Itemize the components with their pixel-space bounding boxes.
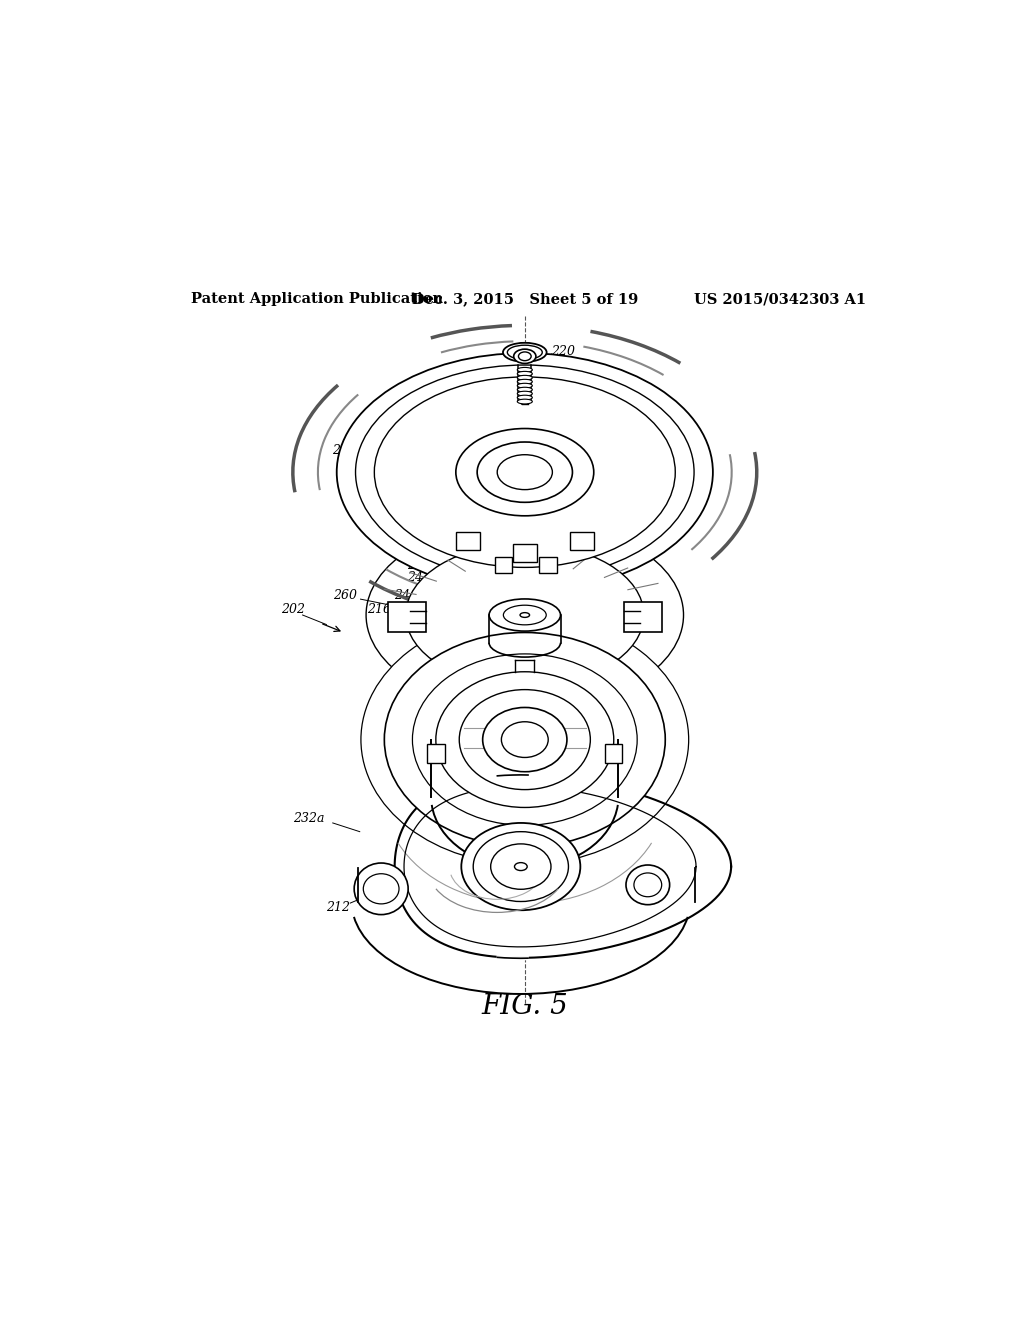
Ellipse shape xyxy=(489,599,560,631)
Ellipse shape xyxy=(384,632,666,846)
Text: 242: 242 xyxy=(592,614,616,627)
Text: US 2015/0342303 A1: US 2015/0342303 A1 xyxy=(694,292,866,306)
Ellipse shape xyxy=(355,366,694,579)
Bar xyxy=(495,557,512,573)
Ellipse shape xyxy=(461,822,581,911)
Ellipse shape xyxy=(413,653,637,825)
Polygon shape xyxy=(394,775,731,958)
Ellipse shape xyxy=(375,378,675,568)
Ellipse shape xyxy=(431,668,618,810)
Ellipse shape xyxy=(517,375,532,380)
Ellipse shape xyxy=(502,722,548,758)
Text: 248': 248' xyxy=(583,561,610,574)
Bar xyxy=(605,743,623,763)
Text: 246': 246' xyxy=(547,639,574,652)
Ellipse shape xyxy=(626,865,670,904)
Text: 260: 260 xyxy=(334,589,357,602)
Bar xyxy=(427,743,444,763)
Text: Patent Application Publication: Patent Application Publication xyxy=(191,292,443,306)
Ellipse shape xyxy=(456,429,594,516)
Ellipse shape xyxy=(436,672,613,808)
Ellipse shape xyxy=(364,874,399,904)
Text: Dec. 3, 2015   Sheet 5 of 19: Dec. 3, 2015 Sheet 5 of 19 xyxy=(412,292,638,306)
Text: 244: 244 xyxy=(394,589,418,602)
Ellipse shape xyxy=(518,352,531,360)
Ellipse shape xyxy=(517,391,532,396)
Ellipse shape xyxy=(517,387,532,392)
Ellipse shape xyxy=(514,350,536,363)
Ellipse shape xyxy=(473,832,568,902)
Ellipse shape xyxy=(520,612,529,618)
Ellipse shape xyxy=(426,556,624,675)
Ellipse shape xyxy=(459,689,591,789)
Bar xyxy=(513,544,537,562)
Ellipse shape xyxy=(517,371,532,376)
Ellipse shape xyxy=(399,393,650,552)
Text: 218: 218 xyxy=(332,445,356,457)
Text: 232b: 232b xyxy=(429,801,462,814)
Text: 222: 222 xyxy=(603,801,628,814)
Text: 244: 244 xyxy=(400,507,424,520)
Text: 216: 216 xyxy=(367,603,391,616)
Text: 248: 248 xyxy=(556,603,581,616)
Ellipse shape xyxy=(503,343,547,362)
Ellipse shape xyxy=(406,544,644,686)
Ellipse shape xyxy=(354,863,409,915)
Bar xyxy=(456,532,479,550)
Ellipse shape xyxy=(498,454,552,490)
Ellipse shape xyxy=(482,708,567,772)
Bar xyxy=(387,602,426,632)
Text: 214: 214 xyxy=(390,748,414,762)
Ellipse shape xyxy=(504,605,546,624)
Text: FIG. 5: FIG. 5 xyxy=(481,993,568,1020)
Ellipse shape xyxy=(360,615,689,865)
Text: 244: 244 xyxy=(408,421,432,433)
Text: 244: 244 xyxy=(608,507,632,520)
Text: 260: 260 xyxy=(585,626,608,639)
Bar xyxy=(570,532,594,550)
Ellipse shape xyxy=(507,346,543,359)
Ellipse shape xyxy=(517,399,532,404)
Ellipse shape xyxy=(517,367,532,372)
Ellipse shape xyxy=(366,520,684,710)
Ellipse shape xyxy=(514,862,527,871)
Ellipse shape xyxy=(634,873,662,896)
Text: 260: 260 xyxy=(408,560,431,573)
Text: 202: 202 xyxy=(281,603,305,616)
Text: 242: 242 xyxy=(408,572,431,585)
Text: 242: 242 xyxy=(404,614,428,627)
Ellipse shape xyxy=(477,442,572,503)
Ellipse shape xyxy=(337,354,713,591)
Text: 220: 220 xyxy=(551,345,574,358)
Text: 212: 212 xyxy=(327,900,350,913)
Bar xyxy=(539,557,557,573)
Text: 232a: 232a xyxy=(293,813,325,825)
Ellipse shape xyxy=(490,843,551,890)
Text: 242: 242 xyxy=(585,572,608,585)
Text: 246: 246 xyxy=(394,715,418,729)
Ellipse shape xyxy=(517,383,532,388)
Bar xyxy=(624,602,663,632)
Text: 244: 244 xyxy=(608,421,632,433)
Ellipse shape xyxy=(517,379,532,384)
Ellipse shape xyxy=(517,395,532,400)
